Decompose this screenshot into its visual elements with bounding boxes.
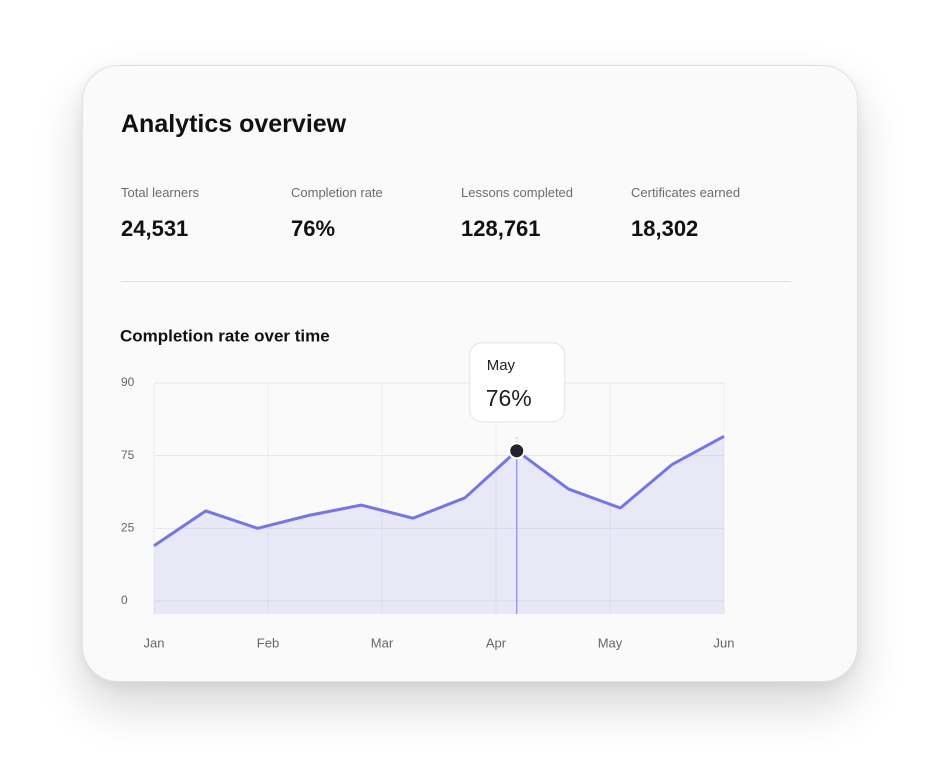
tooltip-value: 76% (486, 385, 532, 411)
x-tick-label: May (598, 635, 623, 650)
stat-value: 18,302 (631, 216, 699, 241)
stat: Certificates earned 18,302 (631, 185, 801, 242)
y-tick-label: 25 (121, 521, 135, 535)
line (153, 434, 725, 548)
stat-value: 128,761 (461, 216, 541, 241)
x-tick-label: Feb (257, 635, 279, 650)
divider (121, 281, 791, 282)
stat: Lessons completed 128,761 (461, 185, 631, 242)
stat: Total learners 24,531 (121, 185, 291, 242)
page-title: Analytics overview (121, 110, 347, 138)
x-tick-label: Jan (144, 635, 165, 650)
area (154, 436, 724, 614)
y-tick-label: 0 (121, 593, 128, 607)
stat-label: Completion rate (291, 185, 383, 200)
x-tick-label: Jun (714, 635, 735, 650)
tooltip (469, 342, 566, 423)
y-tick-label: 90 (121, 375, 135, 389)
stat-label: Certificates earned (631, 185, 741, 200)
stat-value: 24,531 (121, 216, 189, 241)
stat-label: Total learners (121, 185, 200, 200)
tooltip-title: May (487, 357, 516, 374)
x-tick-label: Mar (371, 635, 394, 650)
analytics-card: Analytics overview Total learners 24,531 C… (82, 65, 858, 682)
stat-value: 76% (291, 216, 336, 241)
y-tick-label: 75 (121, 448, 135, 462)
stat: Completion rate 76% (291, 185, 461, 242)
x-tick-label: Apr (486, 635, 507, 650)
chart-title: Completion rate over time (120, 326, 330, 345)
stat-label: Lessons completed (461, 185, 574, 200)
point (508, 442, 526, 460)
